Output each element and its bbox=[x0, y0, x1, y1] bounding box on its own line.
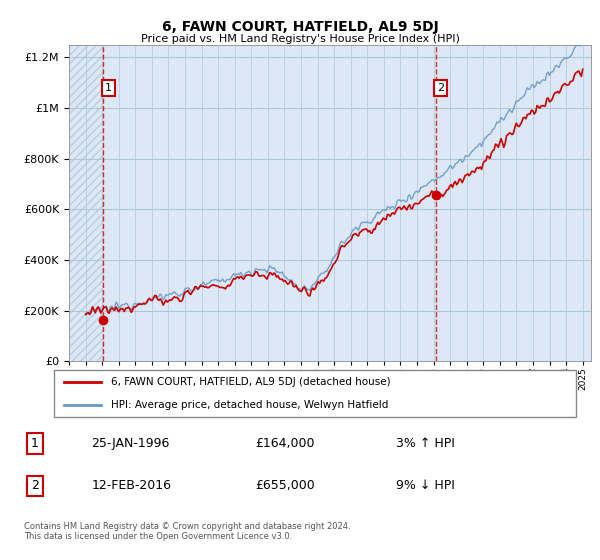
Text: 6, FAWN COURT, HATFIELD, AL9 5DJ: 6, FAWN COURT, HATFIELD, AL9 5DJ bbox=[161, 20, 439, 34]
FancyBboxPatch shape bbox=[54, 370, 576, 417]
Text: 3% ↑ HPI: 3% ↑ HPI bbox=[396, 437, 455, 450]
Text: 6, FAWN COURT, HATFIELD, AL9 5DJ (detached house): 6, FAWN COURT, HATFIELD, AL9 5DJ (detach… bbox=[112, 377, 391, 388]
Text: 2: 2 bbox=[437, 83, 444, 93]
Text: 12-FEB-2016: 12-FEB-2016 bbox=[91, 479, 172, 492]
Text: 2: 2 bbox=[31, 479, 39, 492]
Text: HPI: Average price, detached house, Welwyn Hatfield: HPI: Average price, detached house, Welw… bbox=[112, 400, 389, 410]
Text: 1: 1 bbox=[105, 83, 112, 93]
Text: Contains HM Land Registry data © Crown copyright and database right 2024.
This d: Contains HM Land Registry data © Crown c… bbox=[24, 522, 350, 542]
Text: £655,000: £655,000 bbox=[255, 479, 314, 492]
Text: Price paid vs. HM Land Registry's House Price Index (HPI): Price paid vs. HM Land Registry's House … bbox=[140, 34, 460, 44]
Text: 9% ↓ HPI: 9% ↓ HPI bbox=[396, 479, 455, 492]
Text: 1: 1 bbox=[31, 437, 39, 450]
Text: 25-JAN-1996: 25-JAN-1996 bbox=[91, 437, 170, 450]
Text: £164,000: £164,000 bbox=[255, 437, 314, 450]
